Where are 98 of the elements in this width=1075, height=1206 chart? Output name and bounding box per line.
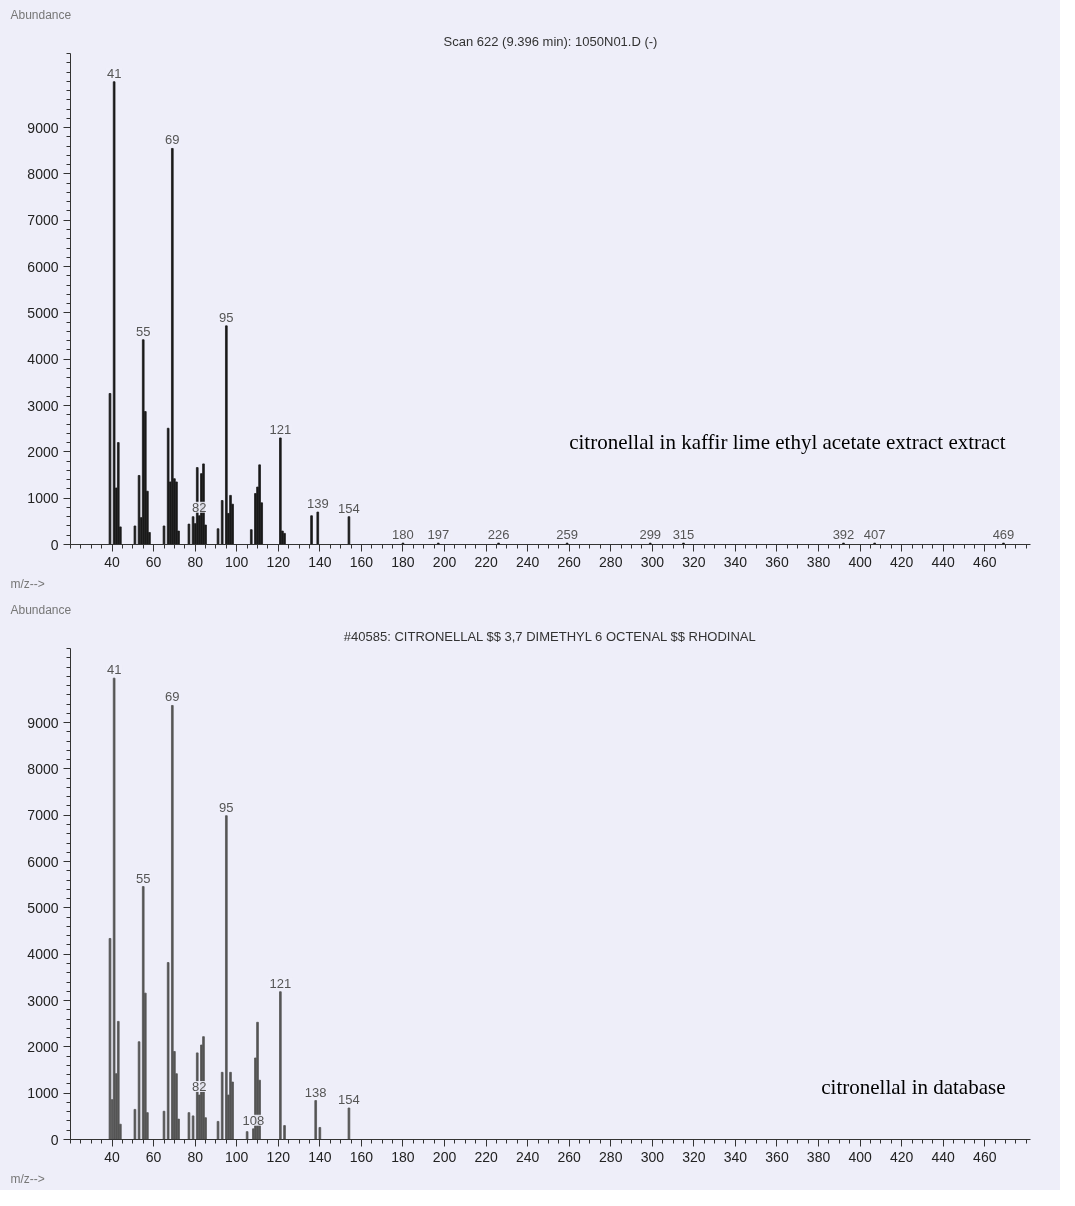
y-tick-label: 6000 [27,853,59,870]
x-tick-label: 360 [765,1148,789,1165]
y-tick-label: 9000 [27,119,59,136]
x-tick-label: 400 [848,553,872,570]
x-tick-label: 220 [474,553,498,570]
annotation: 108 [242,1112,265,1128]
x-tick-label: 120 [266,1148,291,1165]
chart-title: Scan 622 (9.396 min): 1050N01.D (-) [443,33,658,49]
y-tick-label: 3000 [27,992,59,1009]
annotation: 121 [269,421,292,437]
annotation: 299 [639,527,662,543]
annotation: 55 [136,323,151,339]
chart-title: #40585: CITRONELLAL $$ 3,7 DIMETHYL 6 OCTENAL $$ RHODINAL [343,628,756,644]
annotation: 392 [832,527,855,543]
x-tick-label: 300 [640,1148,665,1165]
x-axis-title: m/z--> [10,1171,45,1186]
x-tick-label: 380 [806,1148,831,1165]
x-tick-label: 40 [104,553,121,570]
annotation: 41 [106,662,122,678]
annotation: 69 [165,132,180,148]
y-tick-label: 6000 [27,258,59,275]
y-tick-label: 9000 [27,714,59,731]
x-tick-label: 260 [557,1148,582,1165]
annotation: 138 [304,1084,327,1100]
x-tick-label: 280 [599,1148,623,1165]
x-tick-label: 60 [145,553,162,570]
x-tick-label: 460 [973,553,997,570]
x-tick-label: 100 [225,1148,249,1165]
x-tick-label: 340 [723,1148,748,1165]
x-tick-label: 360 [765,553,789,570]
y-axis-title: Abundance [10,602,72,617]
x-axis-title: m/z--> [10,576,45,591]
x-tick-label: 280 [599,553,623,570]
x-tick-label: 420 [889,553,914,570]
annotation: 259 [556,527,578,543]
x-tick-label: 100 [225,553,249,570]
annotation: 121 [269,975,292,991]
x-tick-label: 400 [848,1148,872,1165]
annotation: 95 [219,799,234,815]
y-tick-label: 2000 [27,443,59,460]
annotation: 82 [192,499,207,515]
x-tick-label: 320 [682,1148,706,1165]
y-tick-label: 5000 [27,304,59,321]
x-tick-label: 120 [266,553,291,570]
annotation: citronellal in kaffir lime ethyl acetate extract extract [569,429,1006,454]
x-tick-label: 240 [515,1148,540,1165]
annotation: 41 [106,65,122,81]
y-tick-label: 1000 [27,1085,59,1102]
annotation: 55 [136,870,151,886]
annotation: 197 [427,527,450,543]
x-tick-label: 420 [889,1148,914,1165]
annotation: 69 [165,689,180,705]
y-tick-label: 3000 [27,397,59,414]
x-tick-label: 200 [432,553,457,570]
y-tick-label: 0 [50,536,59,553]
x-tick-label: 40 [104,1148,121,1165]
x-tick-label: 160 [349,1148,374,1165]
annotation: 180 [392,527,414,543]
y-tick-label: 4000 [27,946,59,963]
x-tick-label: 220 [474,1148,498,1165]
annotation: 315 [672,527,695,543]
y-tick-label: 7000 [27,212,59,229]
x-tick-label: 240 [515,553,540,570]
x-tick-label: 260 [557,553,582,570]
y-tick-label: 8000 [27,760,59,777]
y-tick-label: 5000 [27,899,59,916]
annotation: 469 [992,527,1015,543]
y-tick-label: 8000 [27,165,59,182]
x-tick-label: 460 [973,1148,997,1165]
x-tick-label: 440 [931,553,956,570]
y-tick-label: 1000 [27,490,59,507]
x-tick-label: 160 [349,553,374,570]
x-tick-label: 200 [432,1148,457,1165]
x-tick-label: 80 [187,1148,204,1165]
x-tick-label: 380 [806,553,831,570]
x-tick-label: 180 [391,553,415,570]
annotation: 407 [863,527,886,543]
x-tick-label: 320 [682,553,706,570]
y-tick-label: 0 [50,1131,59,1148]
annotation: citronellal in database [821,1075,1006,1100]
x-tick-label: 180 [391,1148,415,1165]
x-tick-label: 340 [723,553,748,570]
x-tick-label: 300 [640,553,665,570]
annotation: 226 [487,527,510,543]
annotation: 139 [306,496,329,512]
annotation: 154 [338,1092,360,1107]
x-tick-label: 140 [308,553,332,570]
x-tick-label: 440 [931,1148,956,1165]
y-tick-label: 2000 [27,1038,59,1055]
x-tick-label: 140 [308,1148,332,1165]
y-tick-label: 4000 [27,351,59,368]
y-tick-label: 7000 [27,807,59,824]
x-tick-label: 60 [145,1148,162,1165]
x-tick-label: 80 [187,553,204,570]
annotation: 82 [192,1079,207,1095]
annotation: 95 [219,309,234,325]
y-axis-title: Abundance [10,7,72,22]
annotation: 154 [338,500,360,516]
